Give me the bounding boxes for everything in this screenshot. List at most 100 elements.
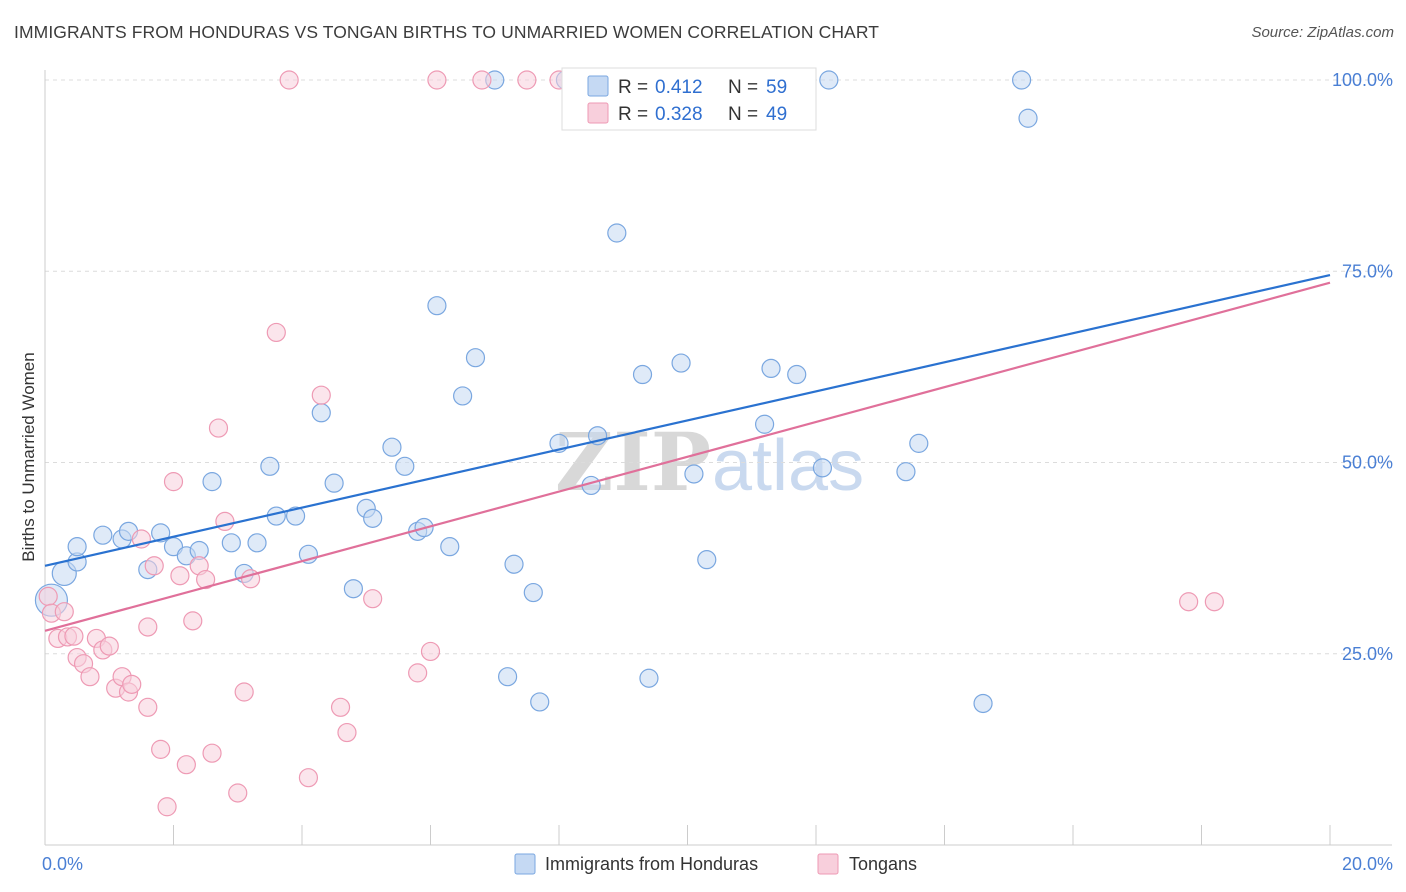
point-tongans: [54, 602, 74, 622]
y-tick-label: 25.0%: [1342, 644, 1393, 664]
watermark-atlas: atlas: [712, 426, 864, 506]
point-tongans: [183, 611, 203, 631]
point-honduras: [363, 508, 383, 528]
point-honduras: [973, 693, 993, 714]
legend-r-label-honduras: R =: [618, 77, 648, 98]
bottom-legend-swatch-tongans: [817, 853, 839, 875]
point-honduras: [247, 533, 267, 553]
point-tongans: [144, 556, 164, 576]
point-tongans: [420, 641, 441, 662]
point-tongans: [1179, 592, 1199, 612]
point-tongans: [176, 755, 196, 775]
point-tongans: [80, 667, 100, 687]
point-honduras: [909, 433, 929, 453]
point-tongans: [298, 768, 319, 788]
point-honduras: [504, 554, 524, 574]
legend-r-value-honduras: 0.412: [655, 77, 703, 98]
trend-line-honduras: [44, 274, 1331, 567]
trend-lines: [44, 274, 1331, 632]
point-honduras: [260, 456, 280, 476]
point-honduras: [93, 525, 113, 545]
point-tongans: [208, 418, 229, 438]
point-honduras: [427, 296, 447, 316]
legend-r-value-tongans: 0.328: [655, 104, 703, 125]
y-tick-label: 100.0%: [1332, 70, 1393, 90]
x-tick-label: 0.0%: [42, 854, 83, 874]
point-tongans: [163, 472, 184, 492]
legend-swatch-honduras: [587, 75, 609, 97]
point-tongans: [427, 70, 447, 90]
point-honduras: [285, 506, 306, 526]
point-tongans: [311, 385, 331, 405]
point-honduras: [607, 223, 627, 243]
point-honduras: [671, 353, 691, 373]
point-honduras: [632, 364, 653, 385]
point-tongans: [202, 743, 222, 763]
point-honduras: [697, 550, 717, 570]
point-tongans: [363, 589, 383, 609]
point-tongans: [517, 70, 537, 90]
point-honduras: [498, 667, 518, 687]
point-tongans: [196, 569, 216, 590]
series-legend: Immigrants from Honduras Tongans: [514, 853, 917, 875]
bottom-legend-label-tongans: Tongans: [849, 854, 917, 874]
tick-labels: 25.0% 50.0% 75.0% 100.0% 0.0% 20.0%: [42, 70, 1393, 874]
point-honduras: [819, 70, 839, 90]
point-tongans: [157, 797, 177, 817]
point-honduras: [754, 414, 775, 434]
y-axis-title: Births to Unmarried Women: [19, 352, 38, 561]
legend-n-label-honduras: N =: [728, 77, 758, 98]
chart-title: IMMIGRANTS FROM HONDURAS VS TONGAN BIRTH…: [14, 22, 880, 42]
point-tongans: [138, 697, 158, 717]
legend-n-value-honduras: 59: [766, 77, 787, 98]
point-tongans: [330, 697, 351, 717]
point-honduras: [787, 364, 807, 385]
point-honduras: [1011, 70, 1032, 90]
point-tongans: [228, 783, 248, 803]
source-label: Source: ZipAtlas.com: [1251, 24, 1394, 41]
point-honduras: [343, 579, 363, 599]
point-tongans: [215, 511, 235, 532]
point-honduras: [639, 668, 659, 688]
point-honduras: [395, 456, 415, 476]
y-tick-label: 50.0%: [1342, 453, 1393, 473]
point-honduras: [311, 403, 331, 423]
stats-legend: R = 0.412 N = 59 R = 0.328 N = 49: [561, 67, 817, 131]
point-tongans: [151, 739, 171, 759]
point-tongans: [266, 322, 286, 343]
point-tongans: [99, 636, 119, 656]
bottom-legend-swatch-honduras: [514, 853, 536, 875]
point-honduras: [530, 692, 550, 712]
point-honduras: [440, 537, 460, 557]
point-tongans: [64, 626, 84, 646]
point-honduras: [221, 533, 241, 553]
point-tongans: [1204, 592, 1224, 612]
point-honduras: [151, 523, 171, 543]
point-tongans: [122, 674, 142, 694]
point-honduras: [67, 537, 87, 557]
point-honduras: [382, 437, 402, 457]
point-tongans: [337, 722, 357, 743]
point-honduras: [453, 386, 473, 406]
point-tongans: [170, 566, 190, 586]
legend-r-label-tongans: R =: [618, 104, 648, 125]
axes: [44, 70, 1392, 846]
point-honduras: [266, 506, 286, 526]
bottom-legend-label-honduras: Immigrants from Honduras: [545, 854, 758, 874]
point-tongans: [472, 70, 492, 90]
point-honduras: [523, 582, 543, 603]
point-honduras: [761, 358, 781, 379]
point-honduras: [1018, 108, 1038, 128]
point-tongans: [138, 617, 158, 637]
point-honduras: [896, 462, 916, 482]
data-points: [34, 70, 1224, 817]
point-honduras: [465, 348, 486, 368]
point-tongans: [408, 663, 428, 683]
point-honduras: [684, 464, 704, 484]
point-honduras: [202, 472, 222, 492]
watermark: ZIP atlas: [555, 415, 864, 509]
point-tongans: [38, 586, 58, 606]
trend-line-tongans: [44, 281, 1331, 632]
x-tick-label: 20.0%: [1342, 854, 1393, 874]
legend-n-value-tongans: 49: [766, 104, 787, 125]
